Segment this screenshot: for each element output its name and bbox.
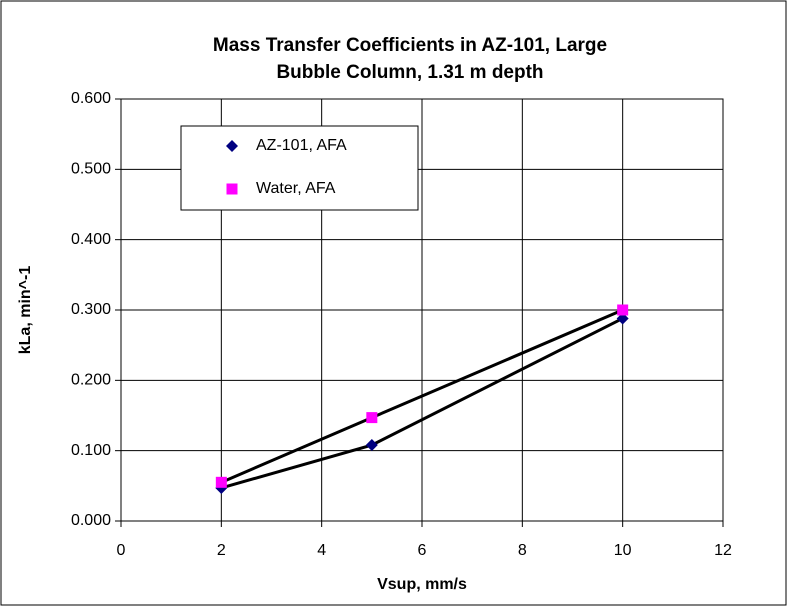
chart-title: Mass Transfer Coefficients in AZ-101, La… [213,35,607,56]
legend-marker [226,183,238,195]
x-tick-label: 2 [217,542,226,559]
x-tick-label: 10 [614,542,632,559]
legend-label: AZ-101, AFA [256,137,347,154]
y-tick-label: 0.500 [71,161,111,178]
plot-border [120,98,724,522]
x-tick-label: 4 [317,542,326,559]
x-axis-label: Vsup, mm/s [377,576,467,593]
legend-box [180,125,419,211]
y-tick-label: 0.200 [71,372,111,389]
y-tick-label: 0.000 [71,512,111,529]
y-axis-label: kLa, min^-1 [17,266,34,355]
y-tick-label: 0.300 [71,301,111,318]
x-tick-label: 8 [518,542,527,559]
marker [617,304,629,316]
y-tick-label: 0.400 [71,231,111,248]
legend-marker [226,140,238,152]
y-tick-label: 0.600 [71,90,111,107]
marker [215,476,227,488]
y-tick-label: 0.100 [71,442,111,459]
x-tick-label: 12 [714,542,732,559]
legend-label: Water, AFA [256,180,336,197]
x-tick-label: 6 [418,542,427,559]
chart-title: Bubble Column, 1.31 m depth [276,62,543,83]
marker [366,412,378,424]
marker [365,439,378,452]
x-tick-label: 0 [117,542,126,559]
